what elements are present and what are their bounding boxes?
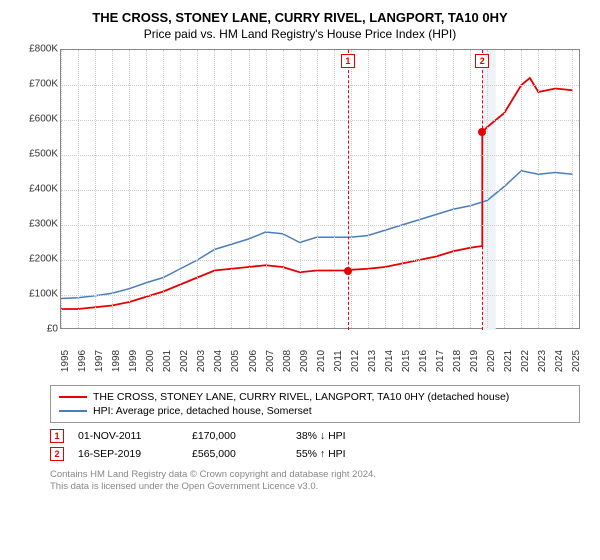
x-tick-label: 2000 xyxy=(145,350,156,372)
x-tick-label: 2009 xyxy=(299,350,310,372)
chart-area: £0£100K£200K£300K£400K£500K£600K£700K£80… xyxy=(20,49,580,379)
y-tick-label: £600K xyxy=(29,114,58,125)
footer-line-2: This data is licensed under the Open Gov… xyxy=(50,481,580,493)
x-tick-label: 2022 xyxy=(520,350,531,372)
x-tick-label: 2003 xyxy=(196,350,207,372)
sale-delta: 38% ↓ HPI xyxy=(296,430,346,442)
x-axis: 1995 1996 1997 1998 1999 2000 2001 2002 2003 2004… xyxy=(60,331,580,379)
sale-point-2 xyxy=(478,128,486,136)
x-tick-label: 2001 xyxy=(162,350,173,372)
x-tick-label: 2011 xyxy=(333,350,344,372)
sale-point-1 xyxy=(344,267,352,275)
legend-label: HPI: Average price, detached house, Some… xyxy=(93,405,312,417)
legend: THE CROSS, STONEY LANE, CURRY RIVEL, LAN… xyxy=(50,385,580,423)
sales-table: 1 01-NOV-2011 £170,000 38% ↓ HPI 2 16-SEP-201… xyxy=(50,427,580,463)
x-tick-label: 1996 xyxy=(77,350,88,372)
x-tick-label: 2010 xyxy=(316,350,327,372)
x-tick-label: 1998 xyxy=(111,350,122,372)
chart-title: THE CROSS, STONEY LANE, CURRY RIVEL, LAN… xyxy=(10,10,590,25)
x-tick-label: 2005 xyxy=(230,350,241,372)
sale-row-marker: 2 xyxy=(50,447,64,461)
footer-attribution: Contains HM Land Registry data © Crown c… xyxy=(50,469,580,494)
x-tick-label: 2013 xyxy=(367,350,378,372)
sale-marker-1: 1 xyxy=(341,54,355,68)
chart-subtitle: Price paid vs. HM Land Registry's House … xyxy=(10,27,590,41)
x-tick-label: 2015 xyxy=(401,350,412,372)
sale-price: £170,000 xyxy=(192,430,282,442)
plot-region: 12 xyxy=(60,49,580,329)
sale-date: 01-NOV-2011 xyxy=(78,430,178,442)
footer-line-1: Contains HM Land Registry data © Crown c… xyxy=(50,469,580,481)
y-tick-label: £200K xyxy=(29,254,58,265)
legend-swatch xyxy=(59,410,87,412)
y-tick-label: £500K xyxy=(29,149,58,160)
y-tick-label: £400K xyxy=(29,184,58,195)
x-tick-label: 1995 xyxy=(60,350,71,372)
x-tick-label: 2025 xyxy=(571,350,582,372)
x-tick-label: 2016 xyxy=(418,350,429,372)
y-tick-label: £0 xyxy=(47,324,58,335)
sale-date: 16-SEP-2019 xyxy=(78,448,178,460)
y-tick-label: £100K xyxy=(29,289,58,300)
sale-delta: 55% ↑ HPI xyxy=(296,448,346,460)
y-tick-label: £800K xyxy=(29,44,58,55)
x-tick-label: 2008 xyxy=(282,350,293,372)
legend-item: HPI: Average price, detached house, Some… xyxy=(59,404,571,418)
x-tick-label: 1999 xyxy=(128,350,139,372)
sale-row: 1 01-NOV-2011 £170,000 38% ↓ HPI xyxy=(50,427,580,445)
y-tick-label: £700K xyxy=(29,79,58,90)
sale-price: £565,000 xyxy=(192,448,282,460)
x-tick-label: 2023 xyxy=(537,350,548,372)
x-tick-label: 2006 xyxy=(248,350,259,372)
x-tick-label: 2007 xyxy=(265,350,276,372)
x-tick-label: 2018 xyxy=(452,350,463,372)
x-tick-label: 2002 xyxy=(179,350,190,372)
sale-row-marker: 1 xyxy=(50,429,64,443)
y-axis: £0£100K£200K£300K£400K£500K£600K£700K£80… xyxy=(20,49,60,329)
x-tick-label: 2019 xyxy=(469,350,480,372)
sale-marker-2: 2 xyxy=(475,54,489,68)
x-tick-label: 2024 xyxy=(554,350,565,372)
x-tick-label: 2014 xyxy=(384,350,395,372)
legend-label: THE CROSS, STONEY LANE, CURRY RIVEL, LAN… xyxy=(93,391,509,403)
legend-item: THE CROSS, STONEY LANE, CURRY RIVEL, LAN… xyxy=(59,390,571,404)
x-tick-label: 2012 xyxy=(350,350,361,372)
y-tick-label: £300K xyxy=(29,219,58,230)
sale-row: 2 16-SEP-2019 £565,000 55% ↑ HPI xyxy=(50,445,580,463)
x-tick-label: 2020 xyxy=(486,350,497,372)
x-tick-label: 2021 xyxy=(503,350,514,372)
x-tick-label: 1997 xyxy=(94,350,105,372)
x-tick-label: 2004 xyxy=(213,350,224,372)
x-tick-label: 2017 xyxy=(435,350,446,372)
legend-swatch xyxy=(59,396,87,398)
